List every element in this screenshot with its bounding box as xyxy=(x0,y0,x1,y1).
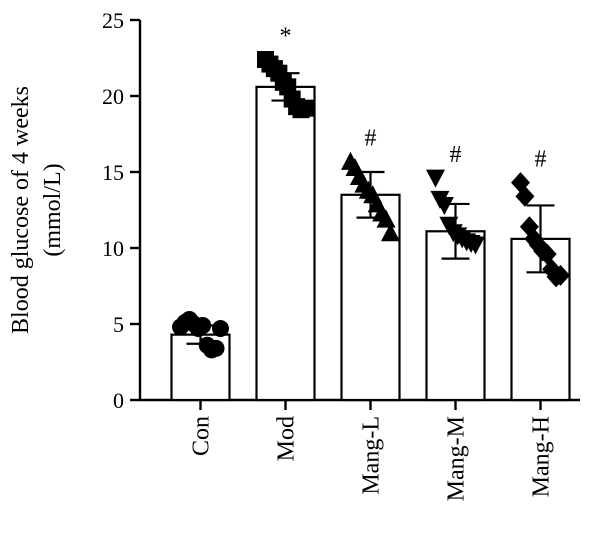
data-point xyxy=(207,339,225,357)
y-tick-label: 20 xyxy=(102,84,124,109)
y-tick-label: 10 xyxy=(102,236,124,261)
x-tick-label: Mang-M xyxy=(444,416,470,501)
plot-area: 0 5 10 15 20 25 Con Mod * Mang-L # Mang-M # Mang-H # xyxy=(102,8,571,501)
significance-marker: # xyxy=(450,142,462,168)
y-axis-title-line1: Blood glucose of 4 weeks xyxy=(8,86,34,334)
data-point xyxy=(297,99,314,117)
data-point xyxy=(426,169,445,188)
significance-marker: * xyxy=(280,24,292,50)
bar-mod xyxy=(255,85,316,402)
x-tick-label: Con xyxy=(189,416,215,456)
significance-marker: # xyxy=(365,125,377,151)
data-point xyxy=(212,320,229,338)
y-tick-label: 25 xyxy=(102,8,124,33)
y-tick-label: 0 xyxy=(113,388,124,413)
y-axis-title-line2: (mmol/L) xyxy=(40,163,66,256)
x-tick-label: Mod xyxy=(274,416,300,461)
data-point xyxy=(376,209,396,228)
y-tick-label: 15 xyxy=(102,160,124,185)
data-point xyxy=(551,264,570,286)
data-point xyxy=(381,223,400,242)
data-point xyxy=(434,196,454,215)
x-tick-label: Mang-H xyxy=(529,416,555,497)
y-tick-label: 5 xyxy=(113,312,124,337)
data-point xyxy=(515,185,535,207)
data-point xyxy=(466,236,485,255)
significance-marker: # xyxy=(535,147,547,173)
x-tick-label: Mang-L xyxy=(359,416,385,495)
data-point xyxy=(194,317,212,335)
